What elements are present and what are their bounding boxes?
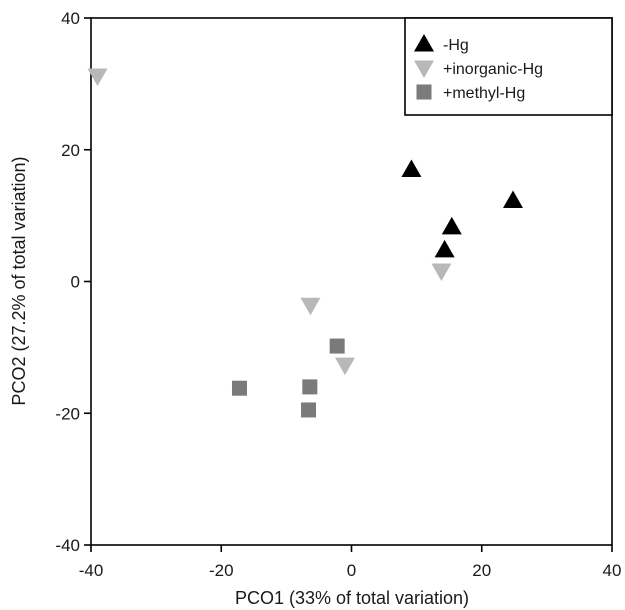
point-hg [441,216,462,235]
x-tick-label: 40 [603,561,622,580]
legend-marker-inorganic-hg [414,60,434,78]
point-methyl-hg [231,380,247,396]
x-tick-label: 0 [347,561,356,580]
point-hg [434,239,455,258]
legend-marker-hg [414,34,434,52]
y-tick-label: 0 [71,273,80,292]
legend-label: -Hg [443,37,469,54]
x-tick-label: 20 [472,561,491,580]
point-inorganic-hg [334,357,355,376]
x-axis-title: PCO1 (33% of total variation) [235,588,469,608]
y-axis-title: PCO2 (27.2% of total variation) [9,156,29,405]
y-tick-label: -40 [55,536,80,555]
point-methyl-hg [329,338,345,354]
point-inorganic-hg [87,68,108,86]
point-methyl-hg [302,379,318,395]
point-hg [401,159,422,178]
point-inorganic-hg [300,297,321,316]
legend-marker-methyl-hg [416,84,432,100]
y-tick-label: -20 [55,404,80,423]
x-axis: -40 -20 0 20 40 [79,545,622,580]
legend-label: +methyl-Hg [443,85,525,102]
legend: -Hg +inorganic-Hg +methyl-Hg [404,17,613,116]
point-inorganic-hg [431,263,452,281]
data-points [87,68,524,418]
point-methyl-hg [301,402,317,418]
x-tick-label: -20 [209,561,234,580]
point-hg [503,190,524,208]
y-axis: 40 20 0 -20 -40 [55,9,91,555]
legend-box [404,17,613,116]
y-tick-label: 20 [61,141,80,160]
x-tick-label: -40 [79,561,104,580]
y-tick-label: 40 [61,9,80,28]
legend-label: +inorganic-Hg [443,61,543,78]
